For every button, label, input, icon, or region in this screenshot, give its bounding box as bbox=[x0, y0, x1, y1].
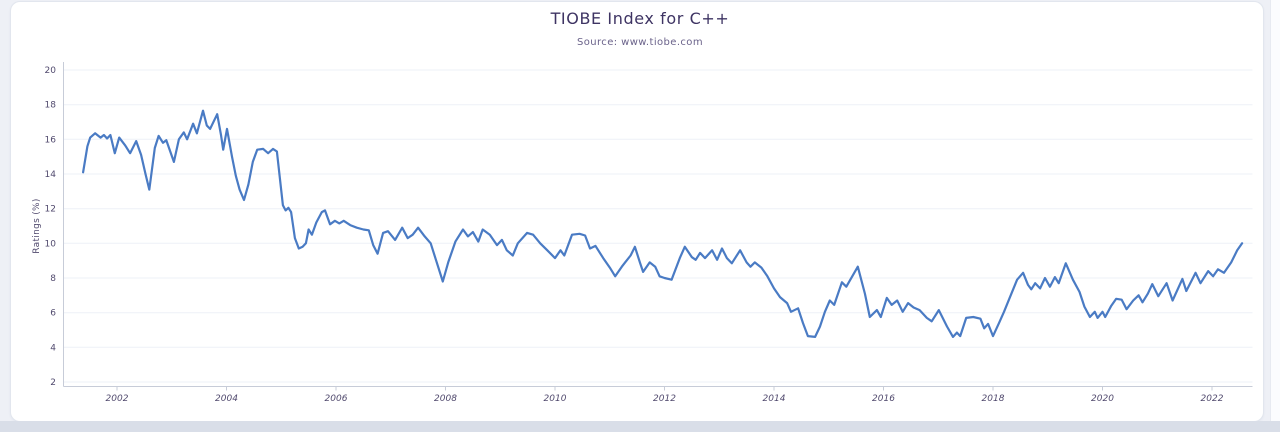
right-gutter bbox=[1270, 0, 1280, 421]
chart-title: TIOBE Index for C++ bbox=[550, 9, 730, 28]
page-background-strip bbox=[0, 421, 1280, 432]
chart-subtitle: Source: www.tiobe.com bbox=[577, 37, 703, 48]
y-axis-title: Ratings (%) bbox=[32, 198, 42, 254]
chart-card bbox=[10, 1, 1264, 422]
